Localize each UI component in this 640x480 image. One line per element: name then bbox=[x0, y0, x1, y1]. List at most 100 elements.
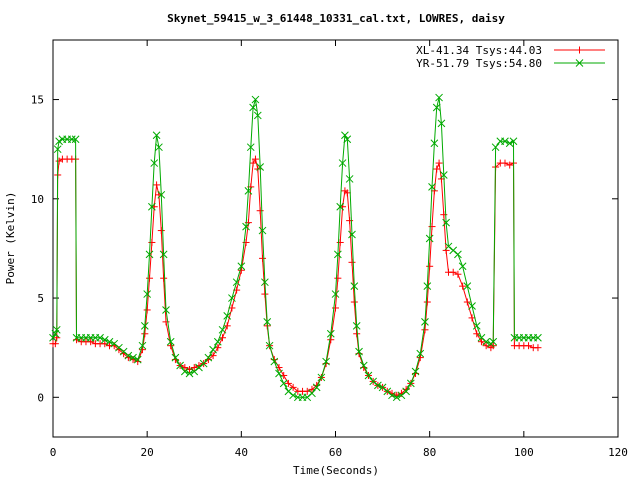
data-point bbox=[369, 377, 378, 386]
data-point bbox=[359, 361, 368, 370]
data-point bbox=[308, 389, 316, 398]
data-point bbox=[166, 337, 175, 346]
data-point bbox=[279, 379, 288, 388]
data-point bbox=[501, 159, 509, 167]
data-point bbox=[489, 337, 498, 346]
data-point bbox=[459, 282, 467, 290]
data-point bbox=[140, 321, 149, 330]
data-point bbox=[353, 330, 361, 338]
data-point bbox=[261, 278, 269, 287]
data-point bbox=[129, 353, 137, 362]
data-point bbox=[244, 187, 253, 195]
data-point bbox=[96, 333, 104, 342]
data-point bbox=[350, 282, 359, 290]
data-point bbox=[435, 159, 443, 167]
data-point bbox=[259, 254, 267, 262]
data-point bbox=[249, 103, 257, 112]
data-point bbox=[143, 306, 151, 314]
data-point bbox=[428, 223, 436, 231]
legend-entry-xl: XL-41.34 Tsys:44.03 bbox=[416, 44, 605, 57]
data-point bbox=[105, 337, 114, 346]
x-tick-label: 40 bbox=[235, 446, 248, 459]
series-1 bbox=[49, 93, 542, 402]
x-tick-label: 80 bbox=[423, 446, 436, 459]
data-point bbox=[397, 391, 406, 400]
data-point bbox=[454, 250, 462, 259]
data-point bbox=[439, 171, 448, 179]
data-point bbox=[232, 278, 241, 287]
y-tick-label: 0 bbox=[37, 391, 44, 404]
data-point bbox=[141, 330, 149, 338]
data-point bbox=[352, 321, 361, 330]
data-point bbox=[213, 337, 222, 346]
y-tick-label: 15 bbox=[31, 94, 44, 107]
data-point bbox=[265, 341, 274, 350]
data-point bbox=[51, 340, 59, 348]
data-point bbox=[180, 367, 189, 376]
data-point bbox=[468, 302, 476, 310]
data-point bbox=[425, 234, 434, 243]
data-point bbox=[505, 139, 514, 148]
data-point bbox=[343, 189, 351, 197]
data-point bbox=[326, 329, 335, 338]
data-point bbox=[411, 367, 420, 376]
data-point bbox=[338, 159, 347, 167]
x-tick-label: 120 bbox=[608, 446, 628, 459]
data-point bbox=[477, 338, 485, 346]
data-point bbox=[256, 207, 264, 215]
data-point bbox=[251, 155, 259, 163]
data-point bbox=[430, 139, 439, 148]
data-point bbox=[432, 103, 441, 112]
data-point bbox=[52, 325, 61, 334]
y-axis: 0 5 10 15 bbox=[31, 94, 618, 404]
data-point bbox=[348, 230, 356, 239]
data-point bbox=[242, 222, 250, 231]
data-point bbox=[426, 262, 434, 270]
x-tick-label: 0 bbox=[50, 446, 57, 459]
data-point bbox=[345, 175, 354, 183]
data-point bbox=[143, 290, 152, 298]
data-point bbox=[171, 353, 180, 362]
data-point bbox=[138, 341, 147, 350]
data-point bbox=[435, 93, 443, 102]
data-point bbox=[185, 369, 194, 378]
legend-marker-glyph bbox=[576, 46, 583, 54]
data-point bbox=[284, 379, 292, 387]
y-tick-label: 10 bbox=[31, 193, 44, 206]
data-point bbox=[209, 345, 217, 354]
y-axis-label: Power (Kelvin) bbox=[4, 192, 17, 285]
data-point bbox=[145, 250, 154, 259]
data-point bbox=[444, 242, 453, 251]
data-point bbox=[261, 290, 269, 298]
data-point bbox=[157, 227, 165, 235]
data-point bbox=[388, 391, 396, 400]
data-point bbox=[392, 393, 401, 402]
data-point bbox=[115, 343, 123, 352]
data-point bbox=[334, 274, 342, 282]
data-point bbox=[332, 304, 339, 312]
data-point bbox=[355, 347, 363, 356]
legend-label-yr: YR-51.79 Tsys:54.80 bbox=[416, 57, 542, 70]
data-point bbox=[51, 329, 60, 338]
data-point bbox=[423, 298, 431, 306]
data-point bbox=[341, 131, 349, 140]
data-point bbox=[53, 145, 62, 154]
data-point bbox=[348, 258, 356, 266]
data-point bbox=[190, 364, 198, 372]
data-point bbox=[159, 250, 168, 259]
data-point bbox=[148, 202, 156, 211]
data-point bbox=[249, 159, 257, 167]
data-point bbox=[421, 318, 429, 326]
data-point bbox=[501, 137, 509, 146]
data-point bbox=[406, 379, 415, 388]
data-point bbox=[71, 135, 80, 144]
data-point bbox=[428, 183, 436, 191]
data-point bbox=[157, 190, 166, 199]
data-point bbox=[473, 330, 481, 338]
data-point bbox=[364, 371, 373, 380]
data-point bbox=[256, 163, 265, 171]
data-point bbox=[270, 357, 279, 366]
x-axis: 0 20 40 60 80 100 120 bbox=[50, 40, 628, 459]
data-point bbox=[442, 218, 450, 227]
data-point bbox=[509, 137, 518, 146]
